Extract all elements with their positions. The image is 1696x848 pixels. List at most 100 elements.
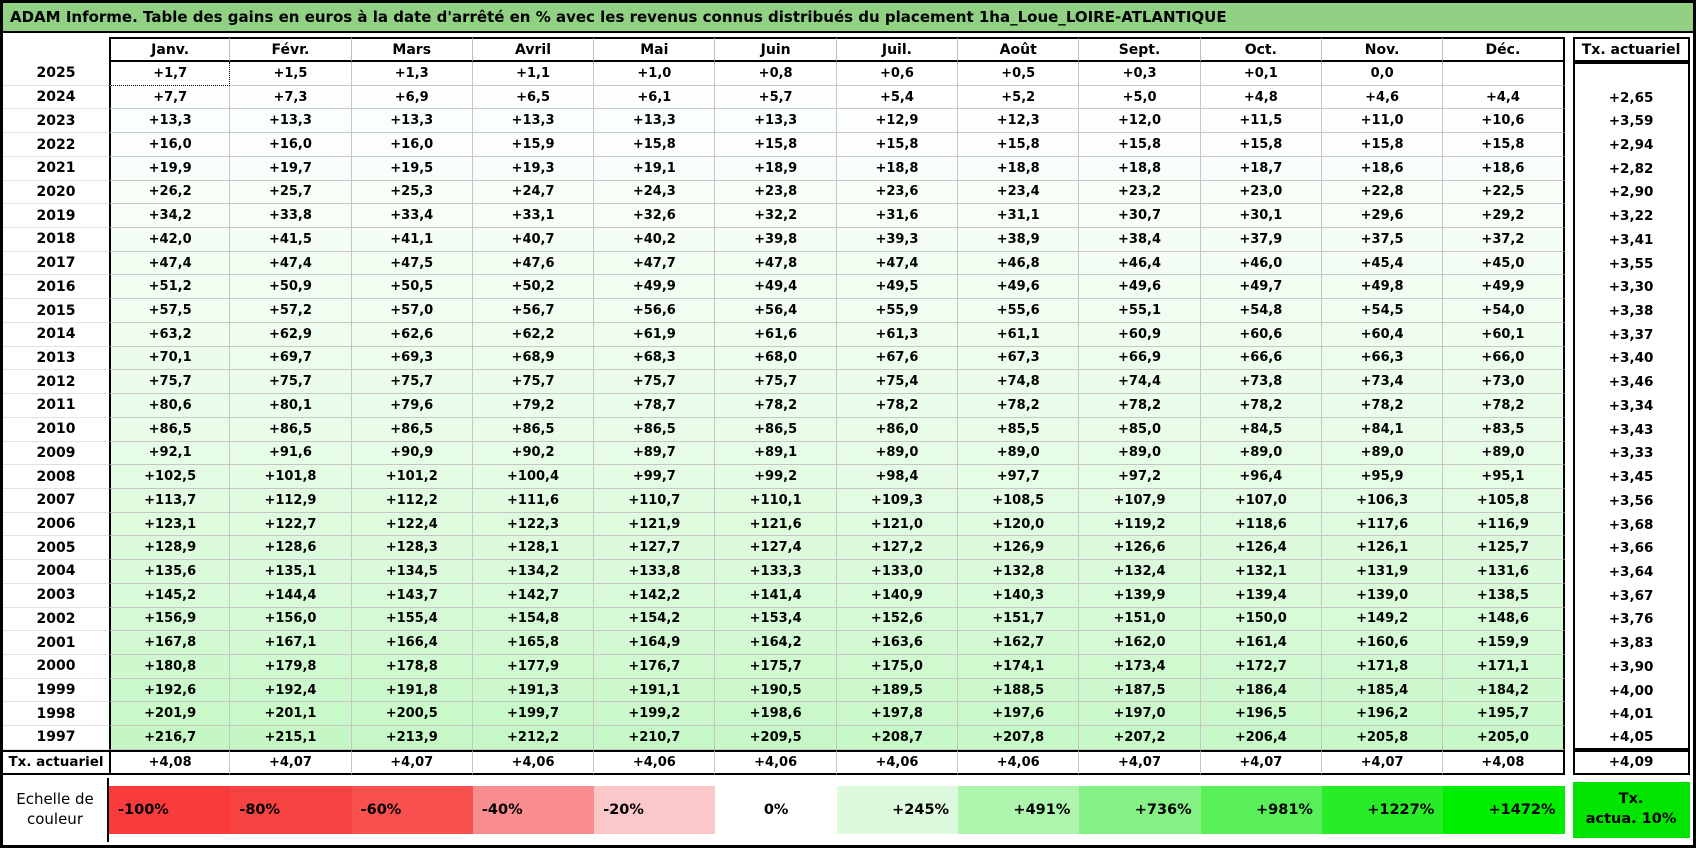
cell-2014-m6[interactable]: +61,6 (715, 322, 837, 347)
cell-1998-m3[interactable]: +200,5 (351, 702, 473, 727)
month-header-2[interactable]: Févr. (230, 37, 352, 62)
cell-2022-m5[interactable]: +15,8 (594, 133, 716, 157)
cell-1997-m3[interactable]: +213,9 (351, 726, 473, 750)
cell-2025-m11[interactable]: 0,0 (1321, 62, 1444, 86)
tx-actuariel-2019[interactable]: +3,22 (1572, 204, 1690, 229)
cell-2014-m12[interactable]: +60,1 (1443, 322, 1565, 347)
cell-2024-m8[interactable]: +5,2 (958, 85, 1080, 110)
cell-2004-m2[interactable]: +135,1 (230, 560, 352, 584)
cell-1998-m5[interactable]: +199,2 (594, 702, 716, 727)
cell-2017-m12[interactable]: +45,0 (1443, 251, 1565, 276)
cell-2008-m1[interactable]: +102,5 (109, 465, 231, 489)
tx-actuariel-2009[interactable]: +3,33 (1572, 441, 1690, 466)
cell-2015-m7[interactable]: +55,9 (836, 299, 959, 323)
cell-2019-m8[interactable]: +31,1 (958, 204, 1080, 229)
cell-2017-m8[interactable]: +46,8 (958, 251, 1080, 276)
tx-actuariel-2004[interactable]: +3,64 (1572, 560, 1690, 584)
cell-2016-m12[interactable]: +49,9 (1443, 275, 1565, 300)
cell-2000-m6[interactable]: +175,7 (715, 654, 837, 679)
year-label-2018[interactable]: 2018 (3, 228, 109, 252)
cell-2021-m4[interactable]: +19,3 (472, 156, 595, 181)
cell-2020-m2[interactable]: +25,7 (230, 180, 352, 205)
year-label-2022[interactable]: 2022 (3, 133, 109, 157)
cell-2001-m5[interactable]: +164,9 (594, 631, 716, 655)
cell-2011-m1[interactable]: +80,6 (109, 394, 231, 418)
tx-actuariel-2021[interactable]: +2,82 (1572, 156, 1690, 181)
cell-2004-m8[interactable]: +132,8 (958, 560, 1080, 584)
cell-2017-m4[interactable]: +47,6 (472, 251, 595, 276)
tx-actuariel-2003[interactable]: +3,67 (1572, 583, 1690, 608)
year-label-2004[interactable]: 2004 (3, 560, 109, 584)
cell-2012-m6[interactable]: +75,7 (715, 370, 837, 395)
cell-2019-m7[interactable]: +31,6 (836, 204, 959, 229)
cell-2015-m6[interactable]: +56,4 (715, 299, 837, 323)
cell-1998-m10[interactable]: +196,5 (1200, 702, 1322, 727)
cell-2025-m4[interactable]: +1,1 (472, 62, 595, 86)
cell-2000-m5[interactable]: +176,7 (594, 654, 716, 679)
cell-2011-m2[interactable]: +80,1 (230, 394, 352, 418)
cell-2007-m9[interactable]: +107,9 (1079, 488, 1201, 513)
month-header-4[interactable]: Avril (472, 37, 595, 62)
cell-2013-m1[interactable]: +70,1 (109, 346, 231, 371)
cell-1999-m4[interactable]: +191,3 (472, 678, 595, 703)
cell-2018-m2[interactable]: +41,5 (230, 228, 352, 252)
cell-2024-m9[interactable]: +5,0 (1079, 85, 1201, 110)
tx-actuariel-2006[interactable]: +3,68 (1572, 512, 1690, 537)
cell-2005-m7[interactable]: +127,2 (836, 536, 959, 561)
cell-1997-m4[interactable]: +212,2 (472, 726, 595, 750)
tx-actuariel-1998[interactable]: +4,01 (1572, 702, 1690, 727)
month-header-11[interactable]: Nov. (1321, 37, 1444, 62)
cell-1998-m2[interactable]: +201,1 (230, 702, 352, 727)
year-label-2015[interactable]: 2015 (3, 299, 109, 323)
footer-rate-m8[interactable]: +4,06 (958, 749, 1080, 775)
cell-2011-m7[interactable]: +78,2 (836, 394, 959, 418)
cell-2016-m3[interactable]: +50,5 (351, 275, 473, 300)
cell-2020-m4[interactable]: +24,7 (472, 180, 595, 205)
cell-2023-m7[interactable]: +12,9 (836, 109, 959, 134)
cell-2008-m3[interactable]: +101,2 (351, 465, 473, 489)
cell-2010-m2[interactable]: +86,5 (230, 417, 352, 442)
cell-2011-m3[interactable]: +79,6 (351, 394, 473, 418)
cell-2023-m10[interactable]: +11,5 (1200, 109, 1322, 134)
cell-2020-m5[interactable]: +24,3 (594, 180, 716, 205)
cell-2002-m9[interactable]: +151,0 (1079, 607, 1201, 632)
cell-2000-m7[interactable]: +175,0 (836, 654, 959, 679)
year-label-2024[interactable]: 2024 (3, 85, 109, 110)
footer-tx-rate[interactable]: +4,09 (1572, 749, 1690, 775)
cell-2003-m8[interactable]: +140,3 (958, 583, 1080, 608)
cell-2022-m8[interactable]: +15,8 (958, 133, 1080, 157)
cell-2024-m2[interactable]: +7,3 (230, 85, 352, 110)
cell-2020-m6[interactable]: +23,8 (715, 180, 837, 205)
cell-2009-m7[interactable]: +89,0 (836, 441, 959, 466)
year-label-1997[interactable]: 1997 (3, 726, 109, 750)
cell-2001-m12[interactable]: +159,9 (1443, 631, 1565, 655)
cell-2014-m2[interactable]: +62,9 (230, 322, 352, 347)
cell-2024-m4[interactable]: +6,5 (472, 85, 595, 110)
cell-2019-m12[interactable]: +29,2 (1443, 204, 1565, 229)
year-label-2005[interactable]: 2005 (3, 536, 109, 561)
cell-2023-m9[interactable]: +12,0 (1079, 109, 1201, 134)
cell-2024-m3[interactable]: +6,9 (351, 85, 473, 110)
tx-actuariel-2017[interactable]: +3,55 (1572, 251, 1690, 276)
cell-2008-m9[interactable]: +97,2 (1079, 465, 1201, 489)
cell-2023-m2[interactable]: +13,3 (230, 109, 352, 134)
cell-2021-m5[interactable]: +19,1 (594, 156, 716, 181)
tx-actuariel-2022[interactable]: +2,94 (1572, 133, 1690, 157)
cell-1997-m10[interactable]: +206,4 (1200, 726, 1322, 750)
cell-2021-m8[interactable]: +18,8 (958, 156, 1080, 181)
cell-2010-m3[interactable]: +86,5 (351, 417, 473, 442)
year-label-2020[interactable]: 2020 (3, 180, 109, 205)
cell-2021-m3[interactable]: +19,5 (351, 156, 473, 181)
cell-2021-m12[interactable]: +18,6 (1443, 156, 1565, 181)
cell-2023-m12[interactable]: +10,6 (1443, 109, 1565, 134)
year-label-2003[interactable]: 2003 (3, 583, 109, 608)
year-label-2019[interactable]: 2019 (3, 204, 109, 229)
year-label-2011[interactable]: 2011 (3, 394, 109, 418)
cell-2001-m7[interactable]: +163,6 (836, 631, 959, 655)
cell-2004-m12[interactable]: +131,6 (1443, 560, 1565, 584)
cell-2006-m9[interactable]: +119,2 (1079, 512, 1201, 537)
cell-2012-m9[interactable]: +74,4 (1079, 370, 1201, 395)
cell-2021-m1[interactable]: +19,9 (109, 156, 231, 181)
cell-2009-m12[interactable]: +89,0 (1443, 441, 1565, 466)
cell-2005-m9[interactable]: +126,6 (1079, 536, 1201, 561)
